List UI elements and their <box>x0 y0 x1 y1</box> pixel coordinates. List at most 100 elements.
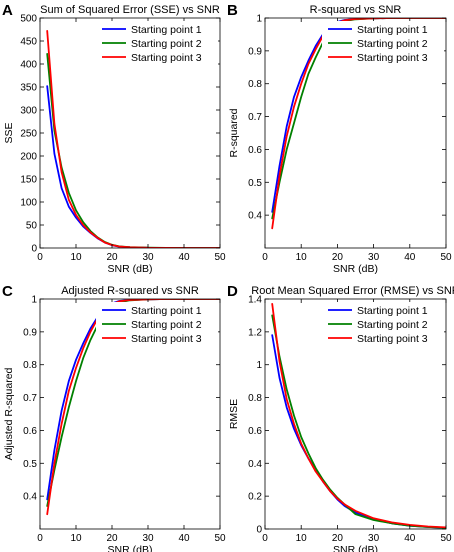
panel-letter-d: D <box>227 283 238 300</box>
x-tick-label-d-3: 30 <box>368 533 380 544</box>
y-tick-label-a-7: 350 <box>20 83 37 94</box>
x-axis-label-b: SNR (dB) <box>333 263 378 275</box>
panel-c: C Adjusted R-squared vs SNR 0 10 20 30 40 50 0.4… <box>2 283 226 552</box>
x-tick-label-c-1: 10 <box>70 533 82 544</box>
y-tick-label-a-10: 500 <box>20 14 37 25</box>
y-tick-label-b-6: 1 <box>256 14 262 25</box>
y-tick-label-d-2: 0.4 <box>248 459 262 470</box>
chart-title-b: R-squared vs SNR <box>310 4 402 16</box>
x-tick-label-b-0: 0 <box>262 252 268 263</box>
legend-label-c-3: Starting point 3 <box>131 333 202 345</box>
series-line-a-1 <box>46 85 220 248</box>
x-tick-label-a-3: 30 <box>142 252 154 263</box>
y-tick-label-a-0: 0 <box>31 244 37 255</box>
legend-label-c-2: Starting point 2 <box>131 319 202 331</box>
x-tick-label-b-1: 10 <box>296 252 308 263</box>
y-axis-label-c: Adjusted R-squared <box>3 367 15 460</box>
x-tick-label-b-5: 50 <box>440 252 452 263</box>
x-tick-label-c-0: 0 <box>37 533 43 544</box>
legend-label-d-2: Starting point 2 <box>357 319 428 331</box>
legend-label-a-3: Starting point 3 <box>131 52 202 64</box>
y-tick-label-a-2: 100 <box>20 198 37 209</box>
legend-label-b-2: Starting point 2 <box>357 38 428 50</box>
plot-frame-d <box>264 298 447 530</box>
legend-label-a-1: Starting point 1 <box>131 24 202 36</box>
legend-label-c-1: Starting point 1 <box>131 305 202 317</box>
series-line-d-3 <box>271 302 446 529</box>
panel-letter-c: C <box>2 283 13 300</box>
y-axis-label-d: RMSE <box>228 399 240 429</box>
x-tick-label-d-4: 40 <box>404 533 416 544</box>
y-tick-label-a-5: 250 <box>20 129 37 140</box>
legend-label-d-3: Starting point 3 <box>357 333 428 345</box>
x-axis-label-a: SNR (dB) <box>108 263 153 275</box>
legend-label-a-2: Starting point 2 <box>131 38 202 50</box>
series-line-d-1 <box>271 334 446 529</box>
y-tick-label-c-3: 0.7 <box>23 393 37 404</box>
y-tick-label-b-4: 0.8 <box>248 79 262 90</box>
x-tick-label-d-1: 10 <box>296 533 308 544</box>
y-axis-label-b: R-squared <box>228 108 240 157</box>
y-tick-label-c-5: 0.9 <box>23 327 37 338</box>
y-tick-label-c-6: 1 <box>31 295 37 306</box>
legend-a: Starting point 1 Starting point 2 Starting… <box>96 21 218 65</box>
series-line-d-2 <box>271 314 446 529</box>
x-tick-label-b-3: 30 <box>368 252 380 263</box>
x-tick-label-a-4: 40 <box>178 252 190 263</box>
y-tick-label-c-4: 0.8 <box>23 360 37 371</box>
x-tick-label-b-4: 40 <box>404 252 416 263</box>
y-tick-label-a-8: 400 <box>20 60 37 71</box>
y-tick-label-c-0: 0.4 <box>23 492 37 503</box>
legend-label-d-1: Starting point 1 <box>357 305 428 317</box>
chart-title-d: Root Mean Squared Error (RMSE) vs SNR <box>251 285 454 297</box>
y-tick-label-a-3: 150 <box>20 175 37 186</box>
legend-label-b-1: Starting point 1 <box>357 24 428 36</box>
x-tick-label-c-3: 30 <box>142 533 154 544</box>
panel-letter-a: A <box>2 2 13 19</box>
series-group-d <box>271 302 446 529</box>
y-tick-label-d-6: 1.2 <box>248 327 262 338</box>
x-tick-label-d-5: 50 <box>440 533 452 544</box>
panel-a: A Sum of Squared Error (SSE) vs SNR 0 10 20 3… <box>2 2 226 275</box>
y-tick-label-d-5: 1 <box>256 360 262 371</box>
y-tick-label-c-2: 0.6 <box>23 426 37 437</box>
series-line-a-2 <box>46 53 220 248</box>
y-tick-label-c-1: 0.5 <box>23 459 37 470</box>
x-tick-label-c-2: 20 <box>106 533 118 544</box>
legend-label-b-3: Starting point 3 <box>357 52 428 64</box>
y-tick-label-b-5: 0.9 <box>248 46 262 57</box>
y-tick-label-b-2: 0.6 <box>248 145 262 156</box>
y-tick-label-a-4: 200 <box>20 152 37 163</box>
legend-d: Starting point 1 Starting point 2 Starting… <box>322 302 444 346</box>
y-axis-label-a: SSE <box>3 122 15 143</box>
plot-frame-b <box>264 17 447 249</box>
y-tick-label-b-0: 0.4 <box>248 211 262 222</box>
chart-title-a: Sum of Squared Error (SSE) vs SNR <box>40 4 220 16</box>
x-tick-label-b-2: 20 <box>332 252 344 263</box>
legend-b: Starting point 1 Starting point 2 Starting… <box>322 21 444 65</box>
panel-b: B R-squared vs SNR 0 10 20 30 40 50 0.4 0.5 0.6 0.7… <box>227 2 452 275</box>
y-tick-label-a-9: 450 <box>20 37 37 48</box>
x-tick-label-c-4: 40 <box>178 533 190 544</box>
x-tick-label-a-5: 50 <box>214 252 226 263</box>
y-tick-label-b-1: 0.5 <box>248 178 262 189</box>
panel-d: D Root Mean Squared Error (RMSE) vs SNR 0 1… <box>227 283 454 552</box>
x-axis-label-d: SNR (dB) <box>333 544 378 552</box>
x-tick-label-d-0: 0 <box>262 533 268 544</box>
y-tick-label-d-3: 0.6 <box>248 426 262 437</box>
y-tick-label-d-0: 0 <box>256 525 262 536</box>
x-tick-label-a-2: 20 <box>106 252 118 263</box>
y-tick-label-a-1: 50 <box>26 221 38 232</box>
legend-c: Starting point 1 Starting point 2 Starting… <box>96 302 218 346</box>
y-tick-label-d-1: 0.2 <box>248 492 262 503</box>
plot-frame-c <box>39 298 221 530</box>
x-tick-label-a-1: 10 <box>70 252 82 263</box>
x-tick-label-a-0: 0 <box>37 252 43 263</box>
chart-title-c: Adjusted R-squared vs SNR <box>61 285 199 297</box>
x-tick-label-c-5: 50 <box>214 533 226 544</box>
y-tick-label-d-4: 0.8 <box>248 393 262 404</box>
y-tick-label-b-3: 0.7 <box>248 112 262 123</box>
x-axis-label-c: SNR (dB) <box>108 544 153 552</box>
x-tick-label-d-2: 20 <box>332 533 344 544</box>
